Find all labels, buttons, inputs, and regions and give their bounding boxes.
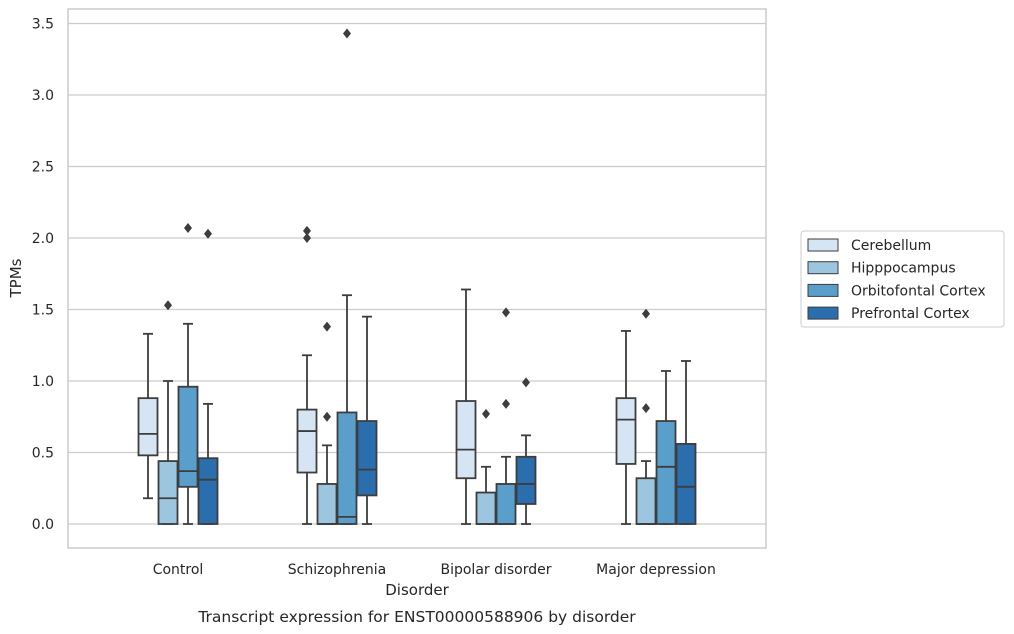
box-cerebellum [615, 330, 637, 525]
legend-label: Cerebellum [851, 238, 931, 254]
box-iqr [336, 411, 358, 525]
legend-frame [800, 230, 1005, 328]
x-tick-label: Major depression [596, 562, 716, 578]
box-iqr [157, 460, 179, 525]
box-groups [137, 28, 697, 525]
box-orbitofontal-cortex [336, 28, 358, 525]
box-iqr [137, 397, 159, 457]
box-prefrontal-cortex [515, 377, 537, 525]
box-orbitofontal-cortex [177, 222, 199, 525]
box-prefrontal-cortex [356, 315, 378, 525]
outlier-point [502, 307, 510, 318]
legend-swatch [807, 261, 839, 275]
x-tick-label: Control [153, 562, 204, 578]
x-tick-label: Bipolar disorder [440, 562, 551, 578]
legend-swatch [807, 238, 839, 252]
outlier-point [642, 308, 650, 319]
box-prefrontal-cortex [675, 360, 697, 525]
y-tick-labels: 0.0 0.5 1.0 1.5 2.0 2.5 3.0 3.5 [32, 17, 54, 534]
y-tick-label: 0.5 [32, 446, 54, 462]
plot-frame [67, 8, 767, 549]
outlier-point [323, 321, 331, 332]
y-tick-label: 0.0 [32, 517, 54, 533]
y-tick-label: 2.0 [32, 231, 54, 247]
y-tick-label: 1.0 [32, 374, 54, 390]
chart-caption: Transcript expression for ENST0000058890… [197, 608, 636, 626]
outlier-point [164, 300, 172, 311]
outlier-point [303, 233, 311, 243]
y-tick-label: 2.5 [32, 160, 54, 176]
outlier-point [522, 377, 530, 388]
legend-label: Orbitofontal Cortex [851, 283, 986, 299]
box-hipppocampus [157, 300, 179, 525]
legend: Cerebellum Hipppocampus Orbitofontal Corte… [800, 230, 1005, 328]
outlier-point [482, 408, 490, 419]
legend-label: Hipppocampus [851, 261, 956, 277]
box-iqr [356, 420, 378, 497]
x-tick-labels: Control Schizophrenia Bipolar disorder Majo… [153, 562, 716, 578]
box-hipppocampus [635, 308, 657, 525]
box-orbitofontal-cortex [495, 307, 517, 525]
box-iqr [177, 385, 199, 488]
box-cerebellum [296, 225, 318, 525]
box-iqr [615, 397, 637, 465]
y-tick-label: 3.0 [32, 88, 54, 104]
outlier-point [642, 403, 650, 414]
box-iqr [495, 483, 517, 525]
box-iqr [316, 483, 338, 525]
x-axis-label: Disorder [385, 581, 449, 599]
legend-label: Prefrontal Cortex [851, 306, 970, 322]
outlier-point [502, 398, 510, 409]
box-iqr [515, 455, 537, 505]
legend-swatch [807, 306, 839, 320]
box-iqr [475, 491, 497, 525]
box-hipppocampus [475, 408, 497, 525]
legend-swatch [807, 283, 839, 297]
y-axis-label: TPMs [7, 258, 25, 298]
outlier-point [184, 222, 192, 233]
outlier-point [303, 225, 311, 236]
box-iqr [296, 408, 318, 474]
box-iqr [197, 457, 219, 525]
box-hipppocampus [316, 321, 338, 525]
x-tick-label: Schizophrenia [288, 562, 386, 578]
box-iqr [455, 400, 477, 480]
outlier-point [343, 28, 351, 39]
box-iqr [675, 443, 697, 525]
box-cerebellum [137, 332, 159, 500]
box-iqr [635, 477, 657, 525]
y-tick-label: 3.5 [32, 17, 54, 33]
box-cerebellum [455, 288, 477, 525]
box-prefrontal-cortex [197, 228, 219, 525]
box-iqr [655, 420, 677, 525]
outlier-point [204, 228, 212, 239]
y-tick-label: 1.5 [32, 303, 54, 319]
box-orbitofontal-cortex [655, 370, 677, 525]
outlier-point [323, 411, 331, 422]
